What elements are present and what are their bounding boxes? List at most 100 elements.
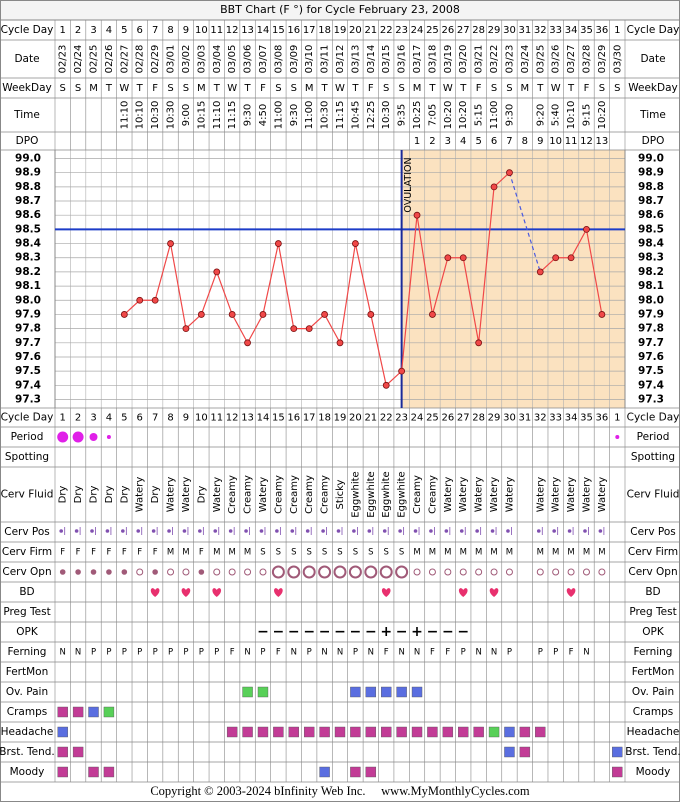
cerv-pos: [536, 529, 541, 533]
time: 9:20: [535, 104, 546, 126]
cerv-firm: S: [368, 548, 373, 558]
cycle-day: 1: [614, 413, 620, 424]
cerv-firm: M: [429, 548, 436, 558]
symptom: [612, 766, 623, 778]
period-dot: [57, 431, 69, 443]
symptom: [458, 726, 469, 738]
row-label-right: Cycle Day: [627, 24, 680, 36]
bd-heart: [489, 588, 499, 597]
cerv-pos: [228, 529, 233, 533]
date: 03/18: [427, 45, 438, 74]
temp-point: [244, 339, 251, 347]
cerv-firm: F: [199, 548, 204, 558]
date: 02/25: [89, 45, 100, 74]
date: 03/27: [566, 45, 577, 74]
cycle-day: 28: [472, 25, 485, 36]
row-label-right: Cramps: [633, 706, 673, 718]
row-label-right: Spotting: [631, 451, 675, 463]
time: 10:30: [150, 101, 161, 130]
date: 03/09: [289, 45, 300, 74]
row-label: Cerv Opn: [2, 566, 51, 578]
time: 9:30: [289, 104, 300, 126]
temp-point: [475, 339, 483, 347]
symptom: [365, 766, 377, 778]
time: 12:25: [366, 101, 377, 130]
opk: +: [411, 624, 423, 640]
cerv-pos: [567, 529, 572, 533]
temp-point: [336, 339, 344, 347]
cycle-day: 26: [441, 413, 454, 424]
bd-heart: [212, 588, 222, 597]
cerv-fluid: Watery: [458, 477, 469, 513]
cerv-pos: [244, 529, 248, 533]
cerv-firm: F: [106, 548, 111, 558]
symptom: [488, 726, 500, 738]
ferning: N: [75, 648, 81, 658]
temp-point: [213, 268, 221, 276]
symptom: [103, 766, 115, 778]
cerv-pos: [475, 529, 479, 533]
ferning: N: [583, 648, 589, 658]
row-label: Ferning: [8, 646, 47, 658]
date: 02/28: [135, 45, 146, 74]
cerv-opn: [244, 568, 252, 576]
ferning: P: [461, 648, 466, 658]
cerv-opn: [287, 565, 301, 579]
cerv-fluid: Creamy: [427, 475, 438, 514]
temp-point: [413, 211, 421, 219]
temp-point: [151, 296, 159, 304]
symptom: [350, 766, 361, 778]
cycle-day: 6: [137, 413, 143, 424]
period-dot: [615, 435, 620, 439]
row-label: DPO: [16, 135, 39, 147]
row-label: FertMon: [6, 666, 49, 678]
time: 5:15: [474, 104, 485, 126]
cerv-firm: M: [413, 548, 420, 558]
cycle-day: 8: [167, 25, 173, 36]
ferning: P: [153, 648, 158, 658]
time: 5:40: [551, 104, 562, 126]
cerv-firm: S: [384, 548, 389, 558]
cycle-day: 27: [457, 25, 470, 36]
dpo: 13: [596, 136, 609, 147]
cerv-fluid: Creamy: [243, 475, 254, 514]
cerv-firm: M: [567, 548, 574, 558]
cerv-pos: [305, 529, 310, 533]
row-label-right: Preg Test: [629, 606, 676, 618]
cerv-opn: [318, 565, 332, 579]
symptom: [226, 726, 238, 738]
cerv-pos: [213, 529, 218, 533]
time: 10:20: [458, 101, 469, 130]
temp-point: [444, 254, 452, 262]
cerv-pos: [290, 529, 295, 533]
cerv-fluid: Creamy: [412, 475, 423, 514]
weekday: S: [383, 83, 389, 94]
date: 03/07: [258, 45, 269, 74]
row-label: Cerv Firm: [2, 546, 52, 558]
cerv-fluid: Creamy: [273, 475, 284, 514]
chart-title: BBT Chart (F °) for Cycle February 23, 2…: [220, 3, 460, 16]
date: 03/28: [581, 45, 592, 74]
cerv-pos: [382, 529, 387, 533]
cerv-firm: S: [337, 548, 342, 558]
dpo: 4: [460, 136, 466, 147]
dpo: 3: [445, 136, 451, 147]
ferning: P: [183, 648, 188, 658]
cerv-firm: M: [475, 548, 482, 558]
y-tick-label-right: 97.9: [638, 308, 664, 320]
date: 03/16: [397, 45, 408, 74]
opk: −: [396, 624, 408, 640]
cerv-fluid: Eggwhite: [397, 471, 408, 517]
ferning: P: [168, 648, 173, 658]
time: 10:10: [566, 101, 577, 130]
cycle-day: 5: [121, 413, 127, 424]
time: 10:20: [443, 101, 454, 130]
row-label: Date: [14, 53, 39, 65]
weekday: T: [351, 83, 359, 94]
opk: −: [365, 624, 377, 640]
cerv-pos: [506, 529, 510, 533]
row-label-right: DPO: [642, 135, 665, 147]
symptom: [257, 726, 269, 738]
temp-point: [321, 311, 328, 318]
